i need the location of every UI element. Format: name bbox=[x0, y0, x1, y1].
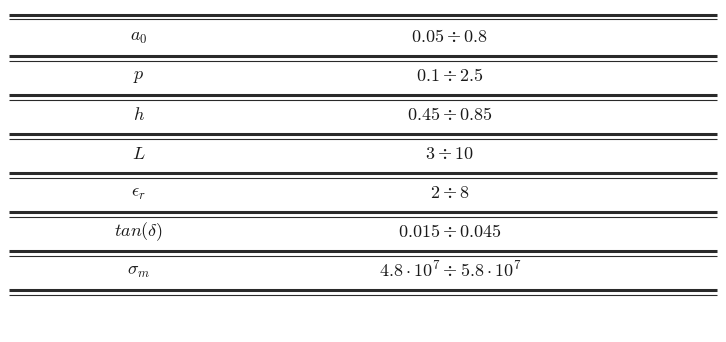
Text: $\epsilon_r$: $\epsilon_r$ bbox=[131, 184, 146, 202]
Text: $0.015 \div 0.045$: $0.015 \div 0.045$ bbox=[398, 223, 502, 241]
Text: $a_0$: $a_0$ bbox=[130, 28, 147, 46]
Text: $p$: $p$ bbox=[133, 67, 144, 85]
Text: $0.05 \div 0.8$: $0.05 \div 0.8$ bbox=[412, 28, 488, 46]
Text: $3 \div 10$: $3 \div 10$ bbox=[425, 145, 474, 163]
Text: $0.1 \div 2.5$: $0.1 \div 2.5$ bbox=[416, 67, 484, 85]
Text: $4.8 \cdot 10^7 \div 5.8 \cdot 10^7$: $4.8 \cdot 10^7 \div 5.8 \cdot 10^7$ bbox=[378, 261, 521, 281]
Text: $2 \div 8$: $2 \div 8$ bbox=[430, 184, 470, 202]
Text: $0.45 \div 0.85$: $0.45 \div 0.85$ bbox=[407, 106, 493, 124]
Text: $h$: $h$ bbox=[133, 106, 144, 124]
Text: $L$: $L$ bbox=[132, 145, 146, 163]
Text: $tan(\delta)$: $tan(\delta)$ bbox=[114, 220, 163, 243]
Text: $\sigma_m$: $\sigma_m$ bbox=[127, 262, 150, 280]
